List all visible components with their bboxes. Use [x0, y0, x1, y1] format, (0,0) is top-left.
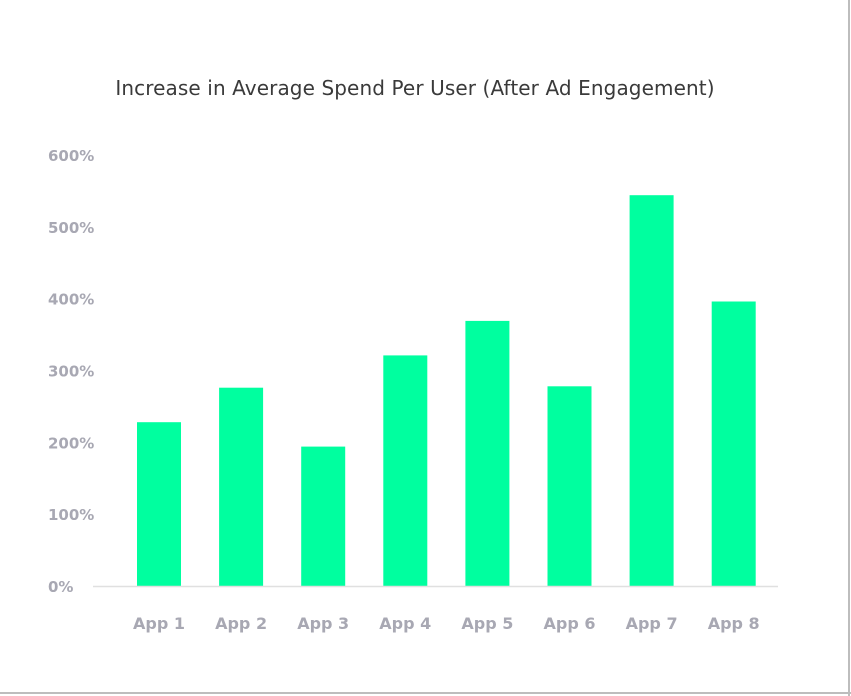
y-tick-label: 600% [48, 147, 94, 165]
window-border-bottom [0, 692, 851, 694]
y-axis-ticks: 0% 100% 200% 300% 400% 500% 600% [48, 147, 94, 596]
bar [301, 446, 346, 586]
y-tick-label: 400% [48, 291, 94, 309]
y-tick-label: 200% [48, 434, 94, 452]
x-tick-label: App 1 [133, 614, 185, 633]
bar [137, 422, 181, 586]
bar [547, 386, 592, 586]
y-tick-label: 0% [48, 578, 73, 596]
x-tick-label: App 5 [461, 614, 513, 633]
window-border-right [848, 0, 850, 696]
bar [711, 301, 756, 586]
y-tick-label: 500% [48, 219, 94, 237]
chart-title: Increase in Average Spend Per User (Afte… [115, 76, 715, 100]
x-axis-ticks: App 1 App 2 App 3 App 4 App 5 App 6 App 7 App 8 [133, 614, 760, 633]
y-tick-label: 300% [48, 363, 94, 381]
y-tick-label: 100% [48, 506, 94, 524]
bar [465, 320, 510, 586]
x-tick-label: App 7 [626, 614, 678, 633]
bar [219, 387, 264, 586]
bar [629, 195, 674, 586]
x-tick-label: App 4 [379, 614, 431, 633]
bar [383, 355, 428, 586]
x-tick-label: App 6 [544, 614, 596, 633]
bars-group [137, 195, 756, 586]
x-tick-label: App 8 [708, 614, 760, 633]
x-tick-label: App 2 [215, 614, 267, 633]
x-tick-label: App 3 [297, 614, 349, 633]
